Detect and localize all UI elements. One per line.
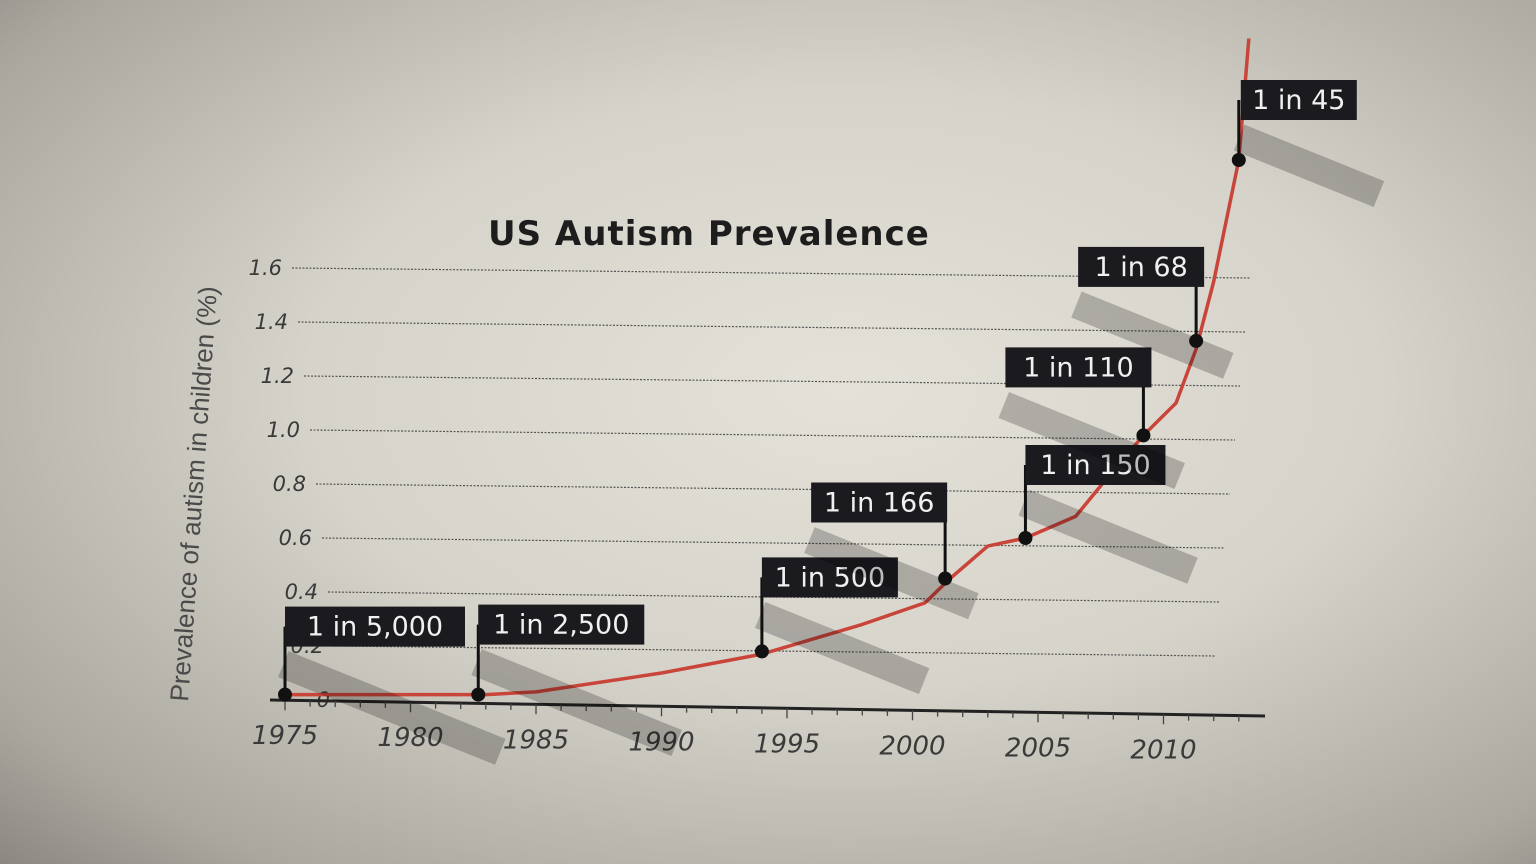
annotation-box bbox=[1025, 445, 1166, 485]
annotation-box bbox=[1240, 80, 1357, 120]
annotation-label: 1 in 2,500 bbox=[493, 610, 629, 641]
annotation-box bbox=[1005, 347, 1152, 388]
annotation-box bbox=[761, 557, 898, 598]
x-tick-label: 1995 bbox=[754, 729, 820, 759]
annotation-label: 1 in 45 bbox=[1252, 85, 1345, 116]
y-tick-label: 1.0 bbox=[267, 418, 300, 442]
x-tick-label: 1975 bbox=[252, 721, 318, 751]
annotation-box bbox=[811, 482, 948, 523]
data-point bbox=[278, 687, 292, 702]
annotation-label: 1 in 110 bbox=[1023, 352, 1134, 383]
y-tick-label: 1.6 bbox=[249, 256, 282, 280]
annotation: 1 in 500 bbox=[754, 557, 930, 695]
annotation: 1 in 68 bbox=[1071, 246, 1234, 379]
gridline bbox=[321, 537, 1226, 549]
label-shadow bbox=[998, 391, 1185, 490]
label-shadow bbox=[1233, 124, 1385, 208]
annotation: 1 in 2,500 bbox=[471, 604, 682, 756]
annotation-label: 1 in 500 bbox=[775, 562, 886, 593]
annotation: 1 in 45 bbox=[1231, 80, 1385, 208]
annotation: 1 in 166 bbox=[804, 482, 979, 620]
annotation-box bbox=[478, 604, 645, 645]
data-line bbox=[284, 38, 1251, 697]
annotation-label: 1 in 150 bbox=[1040, 450, 1151, 481]
label-shadow bbox=[754, 601, 930, 695]
y-tick-label: 1.4 bbox=[255, 310, 288, 334]
gridline bbox=[297, 321, 1246, 333]
annotation: 1 in 150 bbox=[1018, 445, 1198, 584]
data-point bbox=[1018, 531, 1033, 545]
data-point bbox=[1189, 333, 1204, 348]
data-point bbox=[471, 687, 486, 702]
annotation-label: 1 in 68 bbox=[1094, 252, 1187, 283]
label-shadow bbox=[471, 649, 682, 756]
y-tick-label: 0.6 bbox=[279, 526, 312, 550]
x-tick-label: 2010 bbox=[1130, 735, 1196, 765]
chart-title: US Autism Prevalence bbox=[488, 214, 930, 254]
data-point bbox=[938, 571, 953, 586]
x-tick-label: 1985 bbox=[503, 725, 569, 755]
annotation-label: 1 in 5,000 bbox=[307, 612, 443, 643]
x-tick-label: 1990 bbox=[628, 727, 694, 757]
label-shadow bbox=[804, 527, 979, 620]
label-shadow bbox=[1018, 489, 1198, 584]
data-point bbox=[1231, 153, 1246, 167]
x-tick-label: 2000 bbox=[879, 731, 945, 761]
x-tick-label: 1980 bbox=[377, 723, 443, 753]
annotation-label: 1 in 166 bbox=[824, 488, 935, 519]
label-shadow bbox=[278, 651, 506, 765]
annotation-box bbox=[285, 606, 465, 647]
gridline bbox=[309, 429, 1236, 441]
label-shadow bbox=[1071, 291, 1234, 379]
annotation: 1 in 5,000 bbox=[278, 606, 506, 765]
annotation: 1 in 110 bbox=[998, 347, 1185, 490]
data-point bbox=[1136, 428, 1151, 443]
y-tick-label: 0.4 bbox=[285, 580, 318, 604]
y-tick-label: 0.8 bbox=[273, 472, 306, 496]
x-tick-label: 2005 bbox=[1005, 733, 1071, 763]
y-tick-label: 1.2 bbox=[261, 364, 294, 388]
data-point bbox=[754, 644, 769, 659]
annotation-box bbox=[1078, 246, 1205, 287]
y-axis-label: Prevalence of autism in children (%) bbox=[164, 285, 223, 702]
gridline bbox=[315, 483, 1231, 495]
